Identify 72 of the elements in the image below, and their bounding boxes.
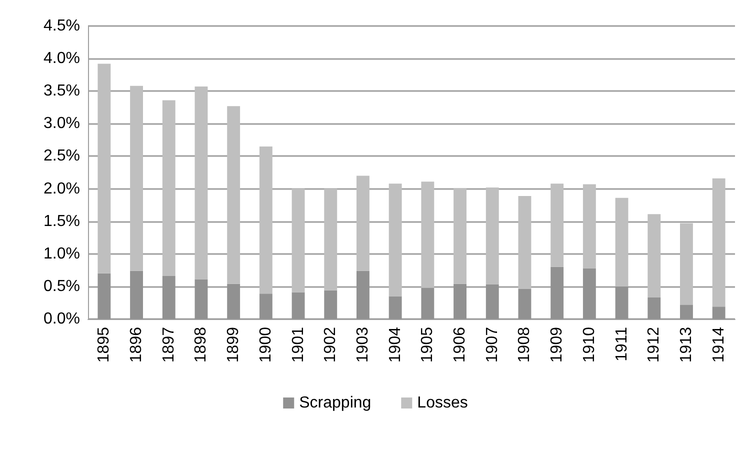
bar — [130, 270, 143, 319]
x-tick-label: 1901 — [290, 326, 307, 363]
bar — [454, 188, 466, 284]
bar — [582, 184, 596, 268]
bar — [227, 106, 240, 284]
x-tick-label: 1905 — [419, 326, 436, 363]
bar — [356, 270, 370, 319]
y-tick-label: 3.0% — [44, 115, 80, 132]
bar — [582, 268, 596, 319]
bar — [194, 279, 208, 319]
bar — [356, 176, 370, 271]
x-tick-label: 1903 — [354, 326, 372, 363]
x-tick-label: 1912 — [646, 326, 663, 363]
x-tick-label: 1910 — [580, 326, 598, 363]
bar — [615, 286, 628, 319]
bar — [454, 284, 466, 319]
bar — [648, 214, 661, 298]
x-tick-label: 1909 — [548, 326, 566, 363]
bar — [680, 304, 693, 319]
bar — [324, 290, 338, 319]
bar — [259, 294, 272, 319]
bar — [388, 184, 402, 296]
x-tick-label: 1899 — [225, 326, 242, 363]
bar — [421, 182, 434, 288]
bar — [324, 188, 338, 290]
legend-label: Losses — [417, 394, 468, 412]
x-tick-label: 1897 — [160, 326, 178, 363]
x-tick-label: 1902 — [322, 326, 340, 363]
bar — [292, 188, 305, 292]
x-tick-label: 1896 — [128, 326, 146, 363]
bar — [98, 64, 111, 274]
x-tick-label: 1898 — [192, 326, 210, 363]
bar — [421, 288, 434, 319]
y-tick-label: 3.5% — [44, 82, 80, 100]
x-tick-label: 1904 — [386, 326, 404, 363]
bar — [550, 184, 564, 267]
bar — [162, 276, 176, 319]
bar — [194, 86, 208, 280]
bar — [130, 86, 143, 271]
bar — [648, 298, 661, 319]
bar — [712, 178, 726, 307]
bar — [486, 187, 499, 284]
x-tick-label: 1907 — [484, 326, 501, 363]
x-tick-label: 1908 — [516, 326, 534, 363]
bar — [162, 100, 176, 276]
bar — [486, 284, 499, 319]
x-tick-label: 1913 — [678, 326, 695, 363]
bar — [615, 198, 628, 286]
y-tick-label: 1.5% — [44, 212, 80, 230]
x-tick-label: 1911 — [613, 326, 630, 362]
bar — [518, 289, 532, 319]
x-tick-label: 1900 — [257, 326, 274, 363]
y-tick-label: 2.0% — [44, 180, 80, 198]
x-tick-label: 1906 — [452, 326, 469, 363]
y-tick-label: 0.5% — [44, 278, 80, 295]
y-tick-label: 4.5% — [44, 18, 80, 34]
y-tick-label: 2.5% — [44, 148, 80, 165]
bar — [388, 296, 402, 319]
bar — [518, 196, 532, 290]
legend-label: Scrapping — [299, 394, 372, 412]
y-tick-label: 0.0% — [44, 310, 80, 328]
bar — [227, 284, 240, 319]
x-tick-label: 1895 — [96, 326, 113, 363]
bar — [292, 292, 305, 319]
bar — [259, 146, 272, 294]
bar — [98, 273, 111, 319]
y-tick-label: 1.0% — [44, 245, 80, 262]
bar — [550, 266, 564, 319]
bar — [680, 223, 693, 305]
x-tick-label: 1914 — [710, 326, 728, 363]
bar — [712, 306, 726, 319]
y-tick-label: 4.0% — [44, 50, 80, 68]
